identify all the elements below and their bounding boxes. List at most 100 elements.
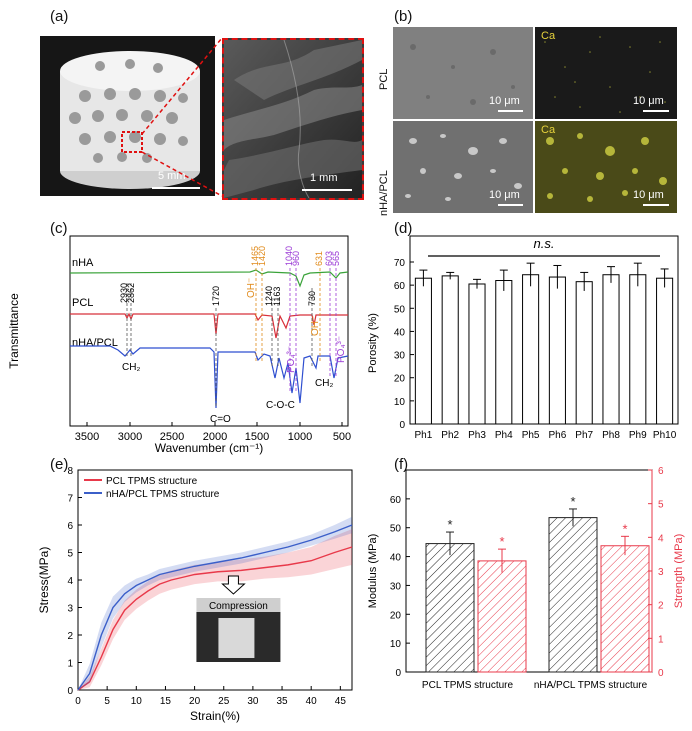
mech-ytick-label: 40 <box>390 553 402 564</box>
ftir-peak-numbers: 2930 2862 1720 1240 1163 730 1465 1420 6… <box>119 246 341 306</box>
ftir-xtick-1000: 1000 <box>288 431 312 443</box>
ftir-series-pcl: PCL <box>72 297 93 309</box>
peak-1163: 1163 <box>272 287 282 306</box>
peak-603: 603 <box>324 251 334 266</box>
stress-xtick-label: 30 <box>247 696 259 707</box>
scale-nha-eds: 10 μm <box>633 189 664 201</box>
porosity-plot-frame <box>409 235 679 425</box>
ann-po4-b: PO₄³⁻ <box>336 336 347 363</box>
ann-oh-2: OH⁻ <box>310 316 321 336</box>
mech-y2tick-label: 6 <box>658 466 664 477</box>
eds-pcl-dots <box>535 27 677 119</box>
porosity-category-label: Ph4 <box>495 430 513 441</box>
peak-1465: 1465 <box>250 246 260 266</box>
stress-ytick-label: 1 <box>67 659 73 670</box>
ca-label-2: Ca <box>541 124 556 136</box>
ftir-peak-markers <box>126 268 337 408</box>
porosity-ytick-label: 20 <box>394 374 406 385</box>
porosity-bar <box>441 275 459 425</box>
porosity-ytick-label: 30 <box>394 351 406 362</box>
peak-1420: 1420 <box>257 246 267 266</box>
sem-pcl: 10 μm <box>393 27 533 119</box>
mech-ylabel: Modulus (MPa) <box>367 534 379 609</box>
ftir-spectrum: Transmittance Wavenumber (cm⁻¹) 3500 300… <box>7 235 351 455</box>
stress-xtick-label: 0 <box>75 696 81 707</box>
ann-ch2-b: CH₂ <box>315 378 333 389</box>
legend-label: PCL TPMS structure <box>106 476 198 487</box>
stress-line-nha-pcl <box>77 524 353 691</box>
ftir-xtick-3000: 3000 <box>118 431 142 443</box>
porosity-category-label: Ph3 <box>468 430 486 441</box>
stress-ytick-label: 7 <box>67 494 73 505</box>
mech-ytick-label: 60 <box>390 495 402 506</box>
sem-nha-pcl-texture <box>393 121 533 213</box>
significance-star: * <box>622 521 627 536</box>
ftir-xtick-1500: 1500 <box>245 431 269 443</box>
stress-xtick-label: 20 <box>189 696 201 707</box>
ftir-trace-nha-pcl <box>70 345 349 409</box>
porosity-category-label: Ph1 <box>415 430 433 441</box>
mech-ytick-label: 0 <box>395 668 401 679</box>
stress-band-pcl <box>78 529 352 690</box>
porosity-category-label: Ph5 <box>522 430 540 441</box>
sem-closeup: 1 mm <box>222 38 364 200</box>
porosity-bar <box>656 277 674 425</box>
mech-category-label: nHA/PCL TPMS structure <box>534 680 648 691</box>
significance-star: * <box>570 494 575 509</box>
mech-ytick-label: 50 <box>390 524 402 535</box>
ns-annotation: n.s. <box>534 236 555 251</box>
scale-bar-label-1mm: 1 mm <box>310 172 338 184</box>
mech-y2tick-label: 0 <box>658 668 664 679</box>
ann-coc: C-O-C <box>266 400 295 411</box>
peak-1240: 1240 <box>264 286 274 306</box>
stress-ytick-label: 5 <box>67 549 73 560</box>
porosity-bar <box>495 280 513 425</box>
ftir-series-nha: nHA <box>72 257 94 269</box>
ann-ch2-a: CH₂ <box>122 362 140 373</box>
ftir-series-nha-pcl: nHA/PCL <box>72 337 118 349</box>
peak-565: 565 <box>331 251 341 266</box>
stress-ylabel: Stress(MPa) <box>37 547 51 614</box>
porosity-category-label: Ph8 <box>602 430 620 441</box>
stress-xtick-label: 15 <box>160 696 172 707</box>
porosity-ylabel: Porosity (%) <box>367 313 379 373</box>
panel-b-label: (b) <box>394 8 413 25</box>
peak-960: 960 <box>291 251 301 266</box>
inset-label-bg <box>196 598 281 612</box>
panel-d-label: (d) <box>394 220 413 237</box>
peak-730: 730 <box>307 291 317 306</box>
porosity-chart: Porosity (%) 0 10 20 30 40 50 60 70 Ph1 Ph2 Ph3 Ph4 P… <box>367 235 679 441</box>
scaffold-photo: 5 mm <box>40 36 215 196</box>
mech-category-label: PCL TPMS structure <box>422 680 514 691</box>
porosity-bar <box>602 274 620 425</box>
mech-bar-modulus <box>425 543 475 673</box>
significance-star: * <box>499 534 504 549</box>
panel-a-label: (a) <box>50 8 69 25</box>
stress-xtick-label: 45 <box>335 696 347 707</box>
ftir-xtick-2000: 2000 <box>203 431 227 443</box>
panel-e-label: (e) <box>50 456 69 473</box>
ftir-xtick-3500: 3500 <box>75 431 99 443</box>
porosity-ytick-label: 0 <box>399 420 405 431</box>
panel-c-label: (c) <box>50 220 68 237</box>
porosity-bar <box>548 276 566 425</box>
porosity-bar <box>468 283 486 425</box>
stress-ytick-label: 2 <box>67 631 73 642</box>
stress-xtick-label: 25 <box>218 696 230 707</box>
ann-co: C=O <box>210 414 231 425</box>
inset-label: Compression <box>209 601 268 612</box>
porosity-bar <box>522 274 540 425</box>
sem-nha-pcl: 10 μm <box>393 121 533 213</box>
mech-y2tick-label: 5 <box>658 500 664 511</box>
ca-label-1: Ca <box>541 30 556 42</box>
eds-nha-pcl: Ca 10 μm <box>535 121 677 213</box>
legend-label: nHA/PCL TPMS structure <box>106 489 220 500</box>
ftir-group-annotations: CH₂ CH₂ C=O C-O-C OH⁻ OH⁻ PO₄³⁻ PO₄³⁻ <box>122 278 347 425</box>
ftir-xticks: 3500 3000 2500 2000 1500 1000 500 <box>75 431 351 443</box>
stress-xtick-label: 5 <box>104 696 110 707</box>
mech-y2label: Strength (MPa) <box>673 534 685 609</box>
peak-2930: 2930 <box>119 283 129 303</box>
porosity-ytick-label: 50 <box>394 304 406 315</box>
mech-bar-modulus <box>548 517 598 673</box>
mech-y2tick-label: 3 <box>658 567 664 578</box>
